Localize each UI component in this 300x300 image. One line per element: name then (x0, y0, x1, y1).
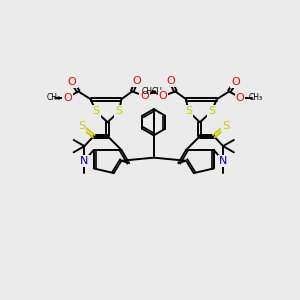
Text: S: S (223, 121, 230, 131)
Text: S: S (208, 106, 215, 116)
Text: O: O (132, 76, 141, 86)
Text: O: O (231, 77, 240, 87)
Text: CH₃: CH₃ (142, 87, 156, 96)
Text: S: S (78, 121, 85, 131)
Text: S: S (116, 106, 123, 116)
Text: O: O (166, 76, 175, 86)
Text: N: N (219, 156, 227, 166)
Text: CH₃: CH₃ (151, 87, 165, 96)
Text: O: O (140, 91, 149, 101)
Text: S: S (92, 106, 100, 116)
Text: CH₃: CH₃ (248, 93, 262, 102)
Text: S: S (185, 106, 192, 116)
Text: O: O (236, 93, 244, 103)
Text: CH₃: CH₃ (46, 93, 61, 102)
Text: O: O (159, 91, 167, 101)
Text: O: O (63, 93, 72, 103)
Text: N: N (80, 156, 88, 166)
Text: O: O (68, 77, 76, 87)
